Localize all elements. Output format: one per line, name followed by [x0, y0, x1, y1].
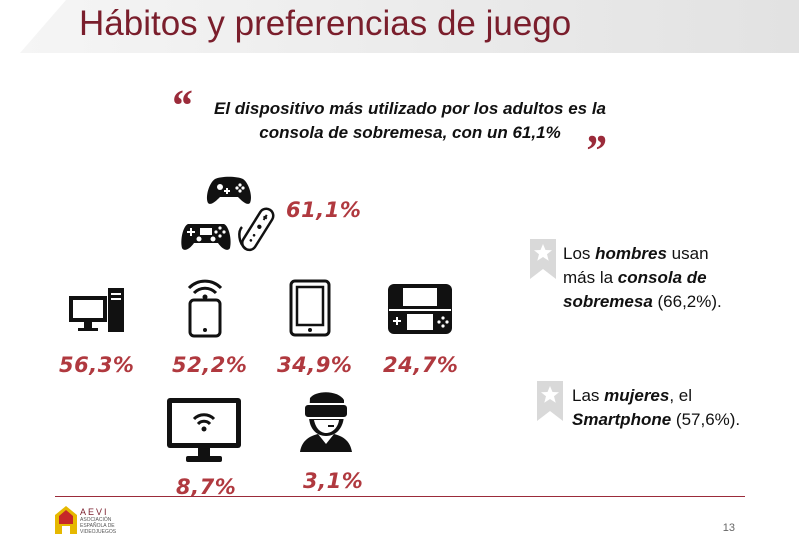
open-quote-mark: “	[170, 81, 192, 130]
playstation-controller-icon	[181, 224, 231, 250]
footer-divider	[55, 496, 745, 497]
pct-smartphone: 52,2%	[172, 353, 248, 377]
wii-controller-icon	[238, 207, 275, 252]
pct-vr: 3,1%	[303, 469, 364, 493]
quote-text: El dispositivo más utilizado por los adu…	[190, 97, 630, 145]
logo-subtitle: ASOCIACIÓN ESPAÑOLA DE VIDEOJUEGOS	[80, 517, 117, 535]
desktop-computer-icon	[69, 288, 124, 332]
page-title: Hábitos y preferencias de juego	[79, 4, 572, 43]
pct-consoles: 61,1%	[286, 198, 362, 222]
xbox-controller-icon	[206, 176, 252, 204]
logo-text: AEVI	[80, 507, 109, 517]
quote-line-1: El dispositivo más utilizado por los adu…	[213, 99, 607, 118]
smart-tv-icon	[167, 398, 241, 462]
handheld-console-icon	[388, 284, 452, 334]
smartphone-wifi-icon	[187, 279, 223, 338]
page-number: 13	[722, 522, 735, 534]
ribbon-bookmark-icon	[530, 239, 556, 279]
close-quote-mark: ”	[584, 126, 606, 175]
pct-tablet: 34,9%	[277, 353, 353, 377]
pct-computer: 56,3%	[59, 353, 135, 377]
tablet-icon	[289, 279, 331, 337]
quote-line-2: consola de sobremesa, con un 61,1%	[259, 123, 561, 142]
vr-headset-icon	[300, 392, 352, 452]
pct-smart-tv: 8,7%	[176, 475, 237, 499]
title-bar	[20, 0, 799, 53]
note-men: Los hombres usan más la consola de sobre…	[563, 244, 722, 311]
note-women: Las mujeres, el Smartphone (57,6%).	[572, 386, 741, 429]
aevi-logo-icon	[55, 506, 77, 534]
pct-handheld: 24,7%	[383, 353, 459, 377]
ribbon-bookmark-icon	[537, 381, 563, 421]
